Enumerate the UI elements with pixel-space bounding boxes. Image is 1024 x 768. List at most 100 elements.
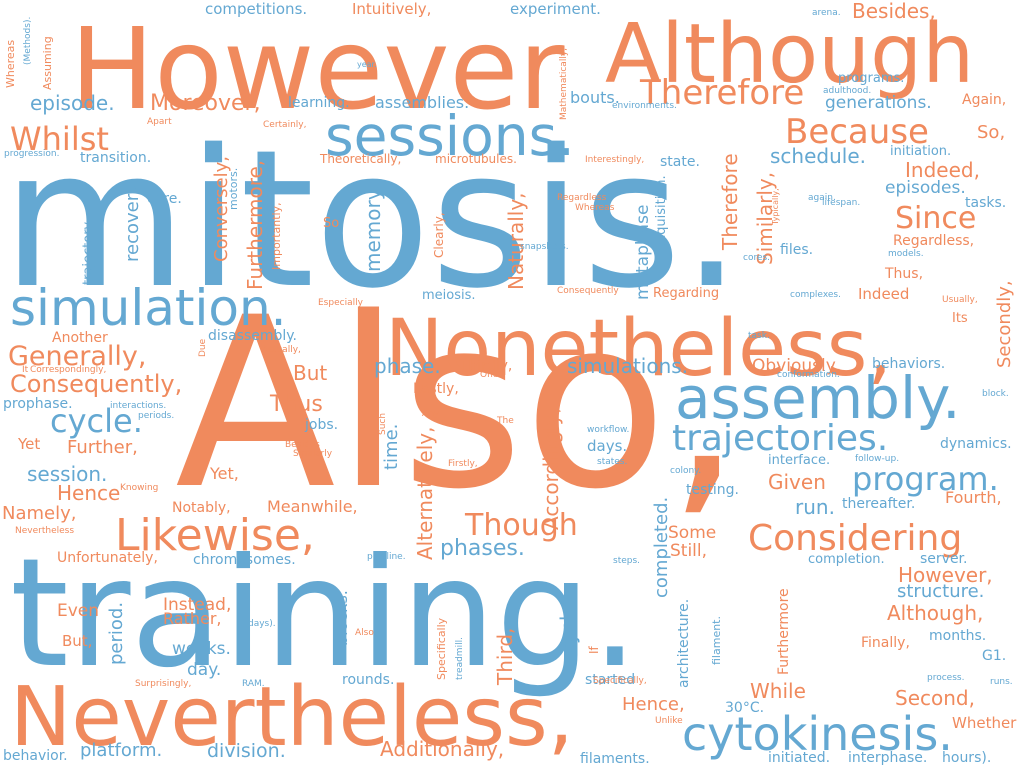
word-78: days. [587,437,627,455]
word-67: Yet, [209,464,239,483]
word-38: Again, [962,92,1006,108]
word-46: tasks. [965,195,1006,211]
word-74: run. [795,495,835,519]
word-164: Especially [318,298,364,308]
word-110: interphase. [848,750,927,766]
word-127: cycles. [556,587,580,655]
word-139: If [587,645,601,654]
word-189: pipeline. [367,552,406,562]
word-191: days). [248,619,276,629]
word-118: Therefore [718,153,742,251]
word-140: Specifically [435,617,448,680]
word-55: phase. [374,354,441,378]
word-108: filaments. [580,751,650,767]
word-168: Actually, [262,345,301,355]
word-97: months. [929,628,986,644]
word-95: structure. [897,581,984,602]
word-119: metaphase [633,205,653,300]
word-23: phases. [440,536,525,561]
word-15: Because [785,112,929,152]
word-196: Specifically, [593,676,647,686]
word-134: filament. [710,616,723,665]
word-128: period. [106,602,127,665]
word-145: Typically, [771,188,780,226]
word-181: follow-up. [855,454,899,464]
word-154: Regardless [557,193,607,203]
word-73: Given [768,470,826,494]
word-4: Although [605,7,974,102]
word-162: Consequently [557,286,619,296]
word-68: session. [27,462,107,486]
word-10: cytokinesis. [682,707,953,761]
word-96: Although, [887,601,983,625]
word-144: Mathematically, [559,48,569,120]
word-172: One [480,370,499,380]
word-161: models. [888,249,924,259]
word-27: Indeed, [905,158,980,182]
word-33: Intuitively, [352,0,431,18]
word-53: disassembly. [208,328,297,344]
word-2: training. [10,527,639,701]
word-45: initiation. [890,144,951,159]
word-7: sessions. [325,104,575,168]
word-157: lifespan. [822,198,860,208]
word-149: environments. [612,101,677,111]
word-135: trajectory. [81,219,96,285]
word-30: assemblies. [375,93,469,112]
word-35: learning. [288,95,350,111]
word-175: interactions. [110,401,166,411]
word-152: progression. [4,149,59,159]
word-24: Moreover, [150,91,261,116]
word-123: time. [381,424,402,470]
word-21: Though [464,508,578,543]
word-89: weeks. [172,639,231,659]
word-179: The [496,416,514,426]
word-64: jobs. [304,417,338,433]
word-82: Still, [670,541,707,561]
word-148: adulthood. [823,86,871,96]
word-186: colony. [670,466,701,476]
word-62: Thus [269,392,323,417]
word-116: memory. [361,185,385,272]
word-80: dynamics. [940,436,1012,452]
word-37: So, [977,122,1005,143]
word-31: generations. [825,93,932,113]
word-88: But, [62,632,92,650]
word-165: Usually, [942,295,978,305]
word-44: state. [660,154,700,170]
word-39: programs. [838,71,904,86]
word-49: Thus, [884,266,923,282]
word-56: simulations. [567,354,688,378]
word-103: 30°C. [725,700,764,716]
word-143: (Methods). [23,17,33,65]
word-194: Surprisingly, [135,679,191,689]
word-81: Some [668,523,716,543]
word-14: Therefore [639,73,804,113]
word-19: Consequently, [10,370,182,398]
word-71: Notably, [172,500,231,516]
word-106: platform. [80,740,162,761]
word-48: files. [780,242,813,258]
word-180: workflow. [587,425,629,435]
word-52: meiosis. [422,288,476,303]
word-138: Clearly, [432,212,446,258]
word-63: prophase. [3,396,73,412]
word-11: trajectories. [672,418,888,459]
word-16: program. [852,460,999,498]
word-79: interface. [768,453,830,468]
word-187: Knowing [120,483,158,493]
word-177: Any [422,409,440,419]
word-84: Unfortunately, [57,550,158,566]
word-6: Nonetheless, [385,304,892,394]
word-174: block. [982,389,1009,399]
word-17: Whilst [10,120,109,158]
word-147: arena. [812,8,841,18]
word-65: Further, [67,437,138,458]
word-28: episodes. [885,178,966,198]
word-131: architecture. [676,599,692,688]
word-122: Secondly, [994,280,1015,368]
word-114: Conversely, [211,156,232,262]
word-72: Meanwhile, [267,497,358,516]
word-107: division. [207,740,286,762]
